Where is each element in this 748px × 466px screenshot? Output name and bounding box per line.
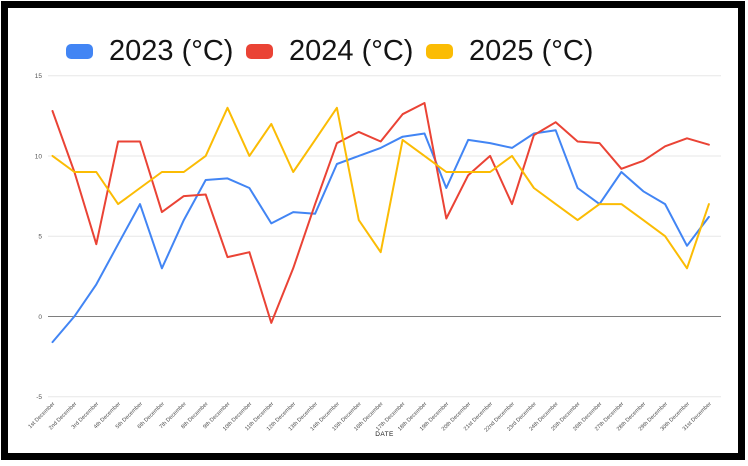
legend-label-2024: 2024 (°C) [289, 35, 414, 67]
legend-label-2025: 2025 (°C) [469, 35, 594, 67]
y-tick-label-15: 15 [35, 73, 43, 80]
legend-swatch-2025-icon [426, 43, 453, 59]
series-line-2025[interactable] [51, 106, 710, 270]
y-gridlines: 15 10 5 0 -5 [35, 73, 721, 401]
y-tick-label--5: -5 [36, 394, 42, 401]
legend-swatch-2024-icon [246, 43, 273, 59]
legend-item-2023[interactable]: 2023 (°C) [66, 32, 233, 70]
series-line-2024[interactable] [51, 102, 710, 324]
legend-swatch-2023-icon [66, 43, 93, 59]
y-tick-label-10: 10 [35, 153, 43, 160]
legend-label-2023: 2023 (°C) [109, 35, 234, 67]
legend-item-2024[interactable]: 2024 (°C) [246, 32, 413, 70]
y-tick-label-5: 5 [38, 234, 42, 241]
x-axis-title: DATE [375, 431, 394, 438]
legend-item-2025[interactable]: 2025 (°C) [426, 32, 593, 70]
y-tick-label-0: 0 [38, 314, 42, 321]
